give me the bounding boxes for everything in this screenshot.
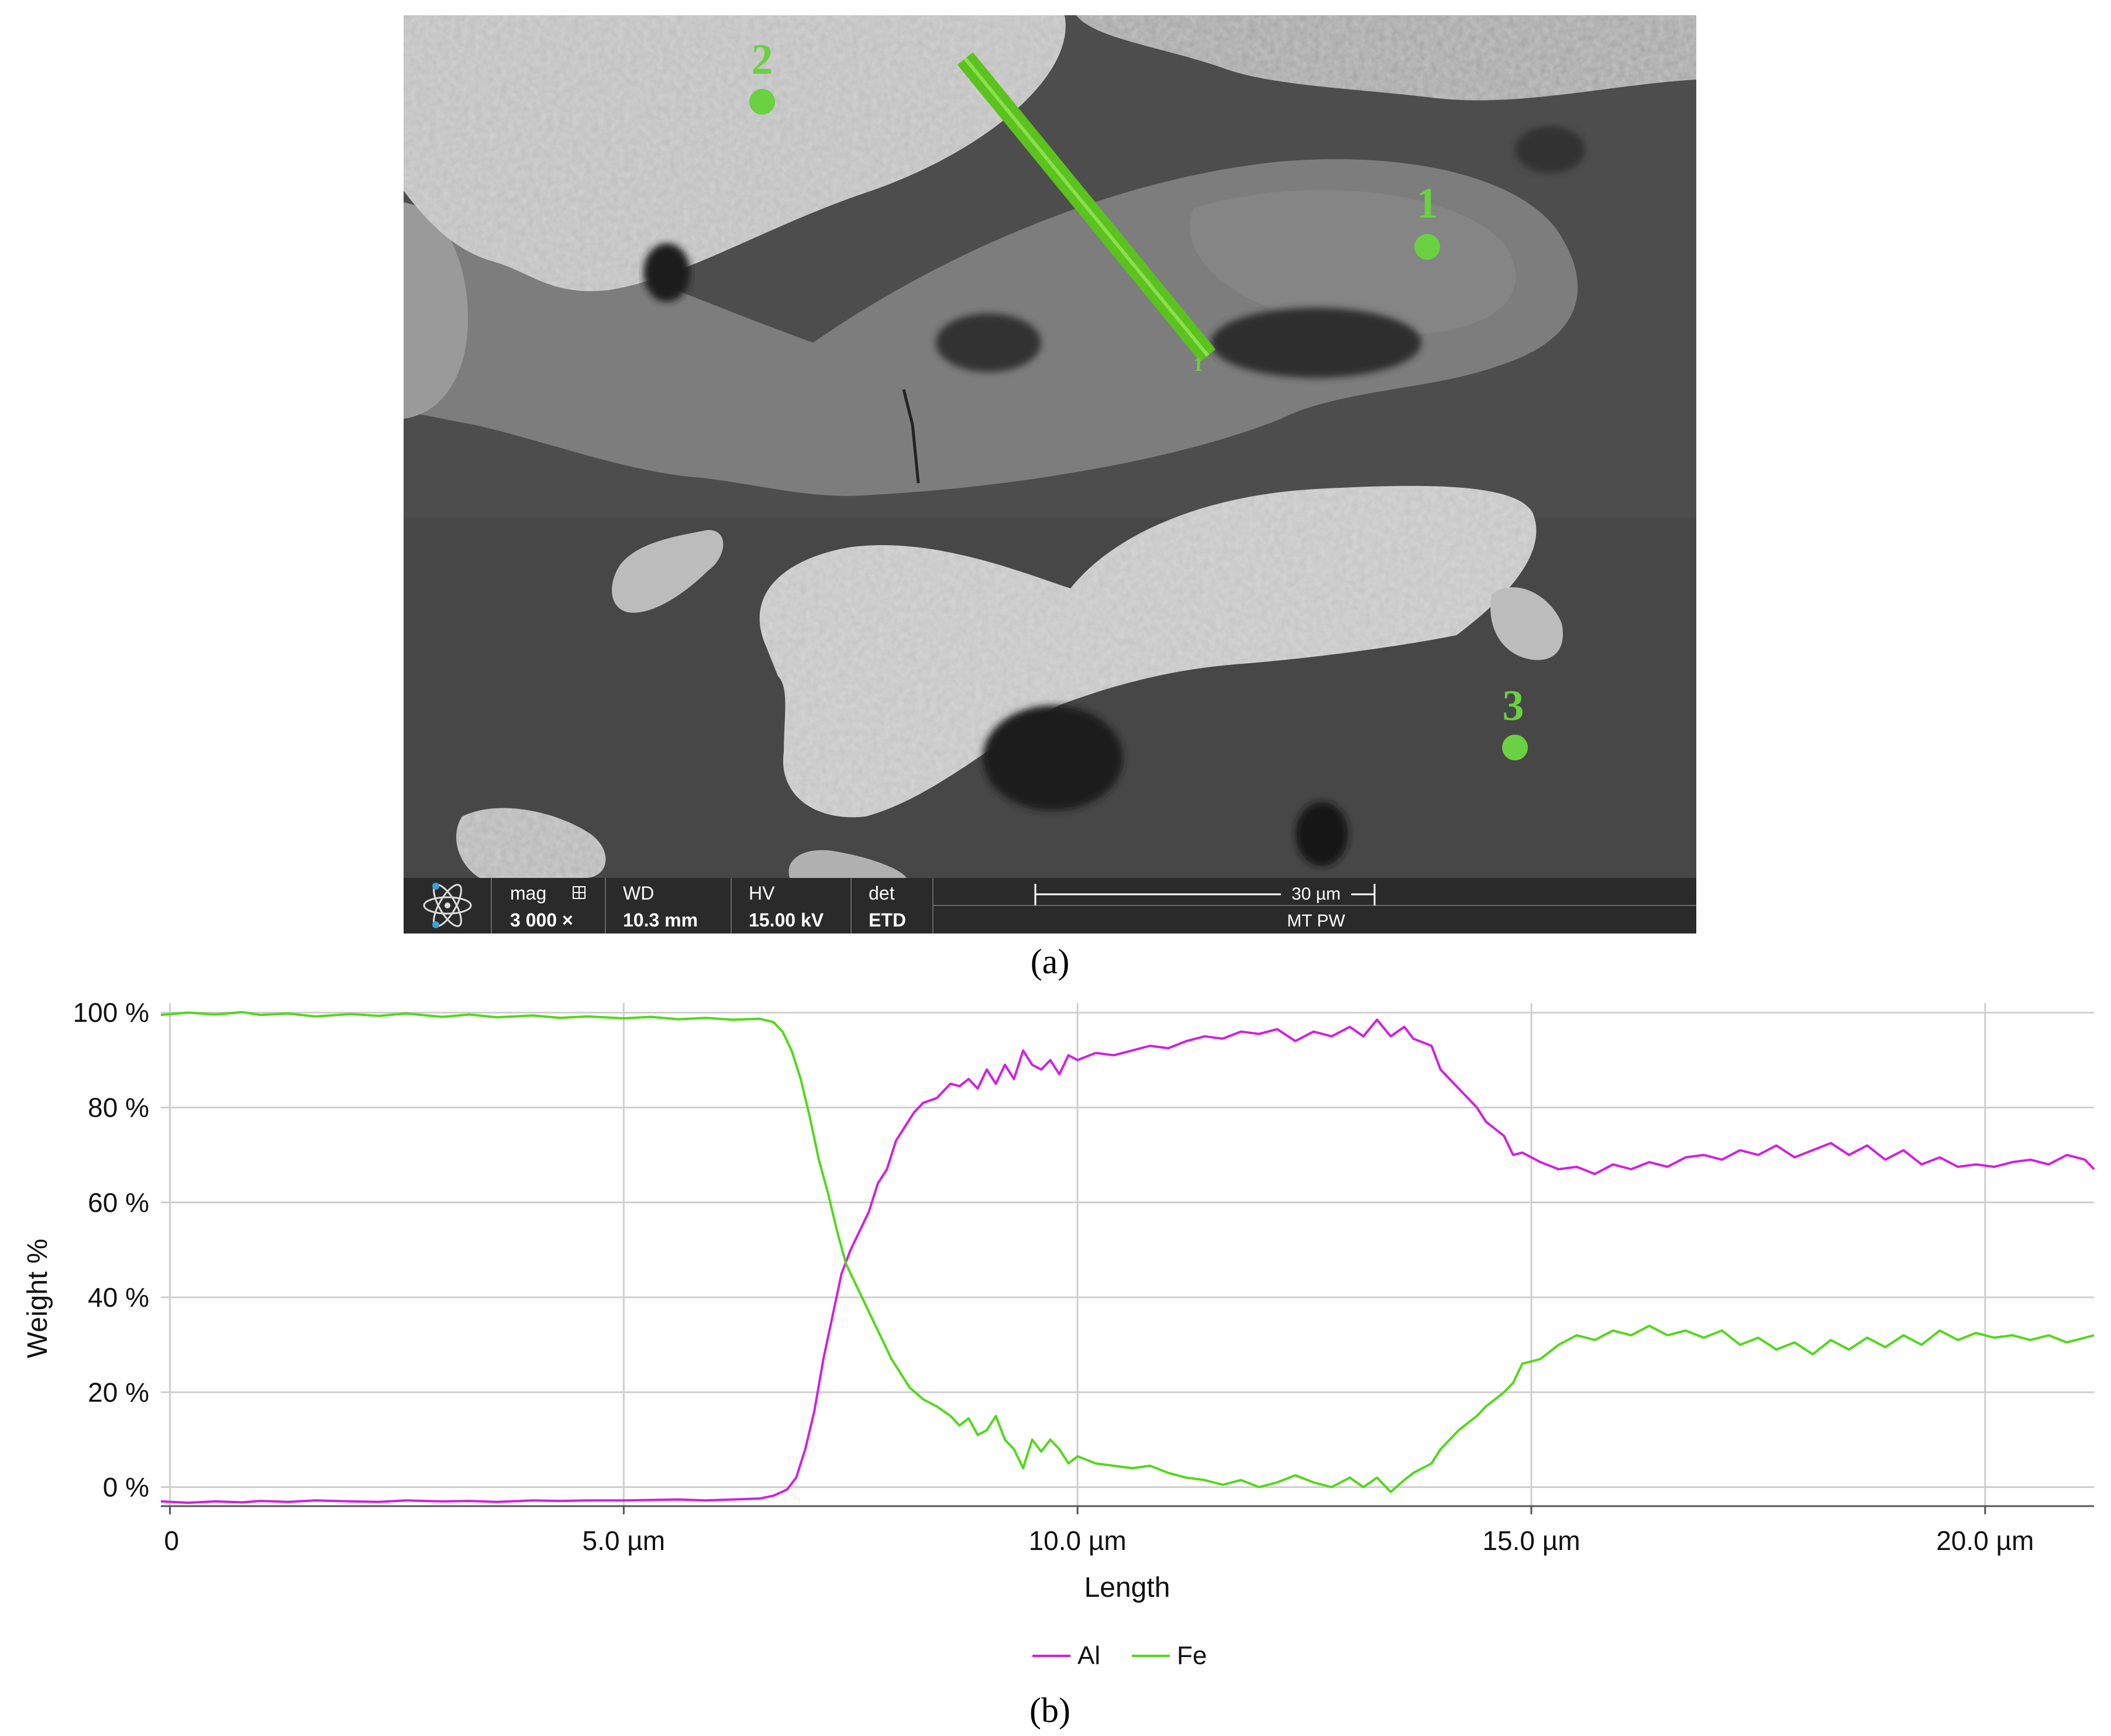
y-tick-label: 60 %	[88, 1187, 149, 1218]
sem-pore	[643, 243, 690, 302]
sem-particle-gray-inner	[1189, 190, 1516, 335]
sem-mag-value: 3 000 ×	[510, 910, 573, 931]
sem-particle-bright-topright	[1076, 15, 1696, 101]
sem-scalebar-label: 30 µm	[1292, 884, 1341, 904]
y-tick-label: 80 %	[88, 1092, 149, 1122]
series-line-fe	[160, 1011, 2095, 1493]
sem-point-3-marker	[1502, 735, 1528, 760]
sem-particle-bright-top	[404, 15, 1066, 291]
x-tick-label: 5.0 µm	[583, 1525, 666, 1556]
sem-point-3-label: 3	[1503, 682, 1524, 730]
legend-label-fe: Fe	[1177, 1641, 1207, 1670]
sem-det-value: ETD	[869, 910, 906, 931]
sem-particle-small-left	[612, 530, 724, 613]
sem-pore	[1515, 126, 1585, 173]
sem-mag-label: mag	[510, 883, 546, 904]
panel-a-label: (a)	[1030, 942, 1070, 981]
sem-micrograph: 1 1 2 3 mag 3 000 × WD 10.3 mm HV 15.00 …	[404, 15, 1696, 934]
sem-particle-small-right	[1490, 587, 1563, 660]
sem-crack	[902, 389, 920, 484]
x-tick-label: 15.0 µm	[1482, 1525, 1580, 1556]
sem-pore	[1211, 308, 1421, 378]
sem-particle-left-round	[404, 202, 468, 419]
line-profile-chart: 0 % 20 % 40 % 60 % 80 % 100 % 0 5.0 µm 10.0 µm 15…	[22, 997, 2095, 1670]
sem-hv-value: 15.00 kV	[749, 910, 824, 931]
y-axis-title: Weight %	[22, 1239, 53, 1359]
grid-icon	[573, 886, 586, 899]
x-axis-title: Length	[1084, 1572, 1170, 1603]
sem-info-text: MT PW	[1287, 911, 1345, 931]
sem-point-2-marker	[749, 89, 775, 115]
sem-point-1-label: 1	[1417, 180, 1438, 228]
legend-label-al: Al	[1077, 1641, 1100, 1670]
y-tick-label: 100 %	[73, 997, 149, 1028]
atom-icon	[423, 883, 472, 928]
panel-b-label: (b)	[1029, 1691, 1070, 1730]
sem-pore	[1296, 802, 1348, 866]
sem-point-2-label: 2	[752, 36, 773, 84]
y-tick-label: 40 %	[88, 1282, 149, 1313]
sem-pore	[983, 705, 1123, 811]
sem-det-label: det	[869, 883, 895, 904]
sem-particle-bright-center	[759, 485, 1537, 818]
sem-particle-bottom-mid	[788, 850, 907, 878]
sem-wd-value: 10.3 mm	[623, 910, 698, 931]
sem-hv-label: HV	[749, 883, 775, 904]
sem-linescan-marker: 1	[1193, 354, 1203, 376]
y-tick-label: 20 %	[88, 1377, 149, 1407]
sem-linescan-highlight	[963, 57, 1210, 357]
sem-wd-label: WD	[623, 883, 654, 904]
sem-pore	[936, 314, 1041, 372]
chart-grid	[161, 1003, 2094, 1507]
chart-ticks: 0 % 20 % 40 % 60 % 80 % 100 % 0 5.0 µm 10.0 µm 15…	[73, 997, 2034, 1556]
sem-point-1-marker	[1414, 234, 1440, 260]
sem-particle-bottom-left	[456, 808, 606, 878]
sem-scalebar	[1034, 883, 1376, 905]
chart-series-layer	[160, 1011, 2095, 1504]
series-line-al	[160, 1018, 2095, 1504]
x-tick-label: 20.0 µm	[1936, 1525, 2034, 1556]
x-tick-label: 10.0 µm	[1029, 1525, 1127, 1556]
y-tick-label: 0 %	[103, 1472, 149, 1503]
chart-legend: Al Fe	[1032, 1641, 1207, 1670]
x-tick-label: 0	[164, 1525, 180, 1556]
